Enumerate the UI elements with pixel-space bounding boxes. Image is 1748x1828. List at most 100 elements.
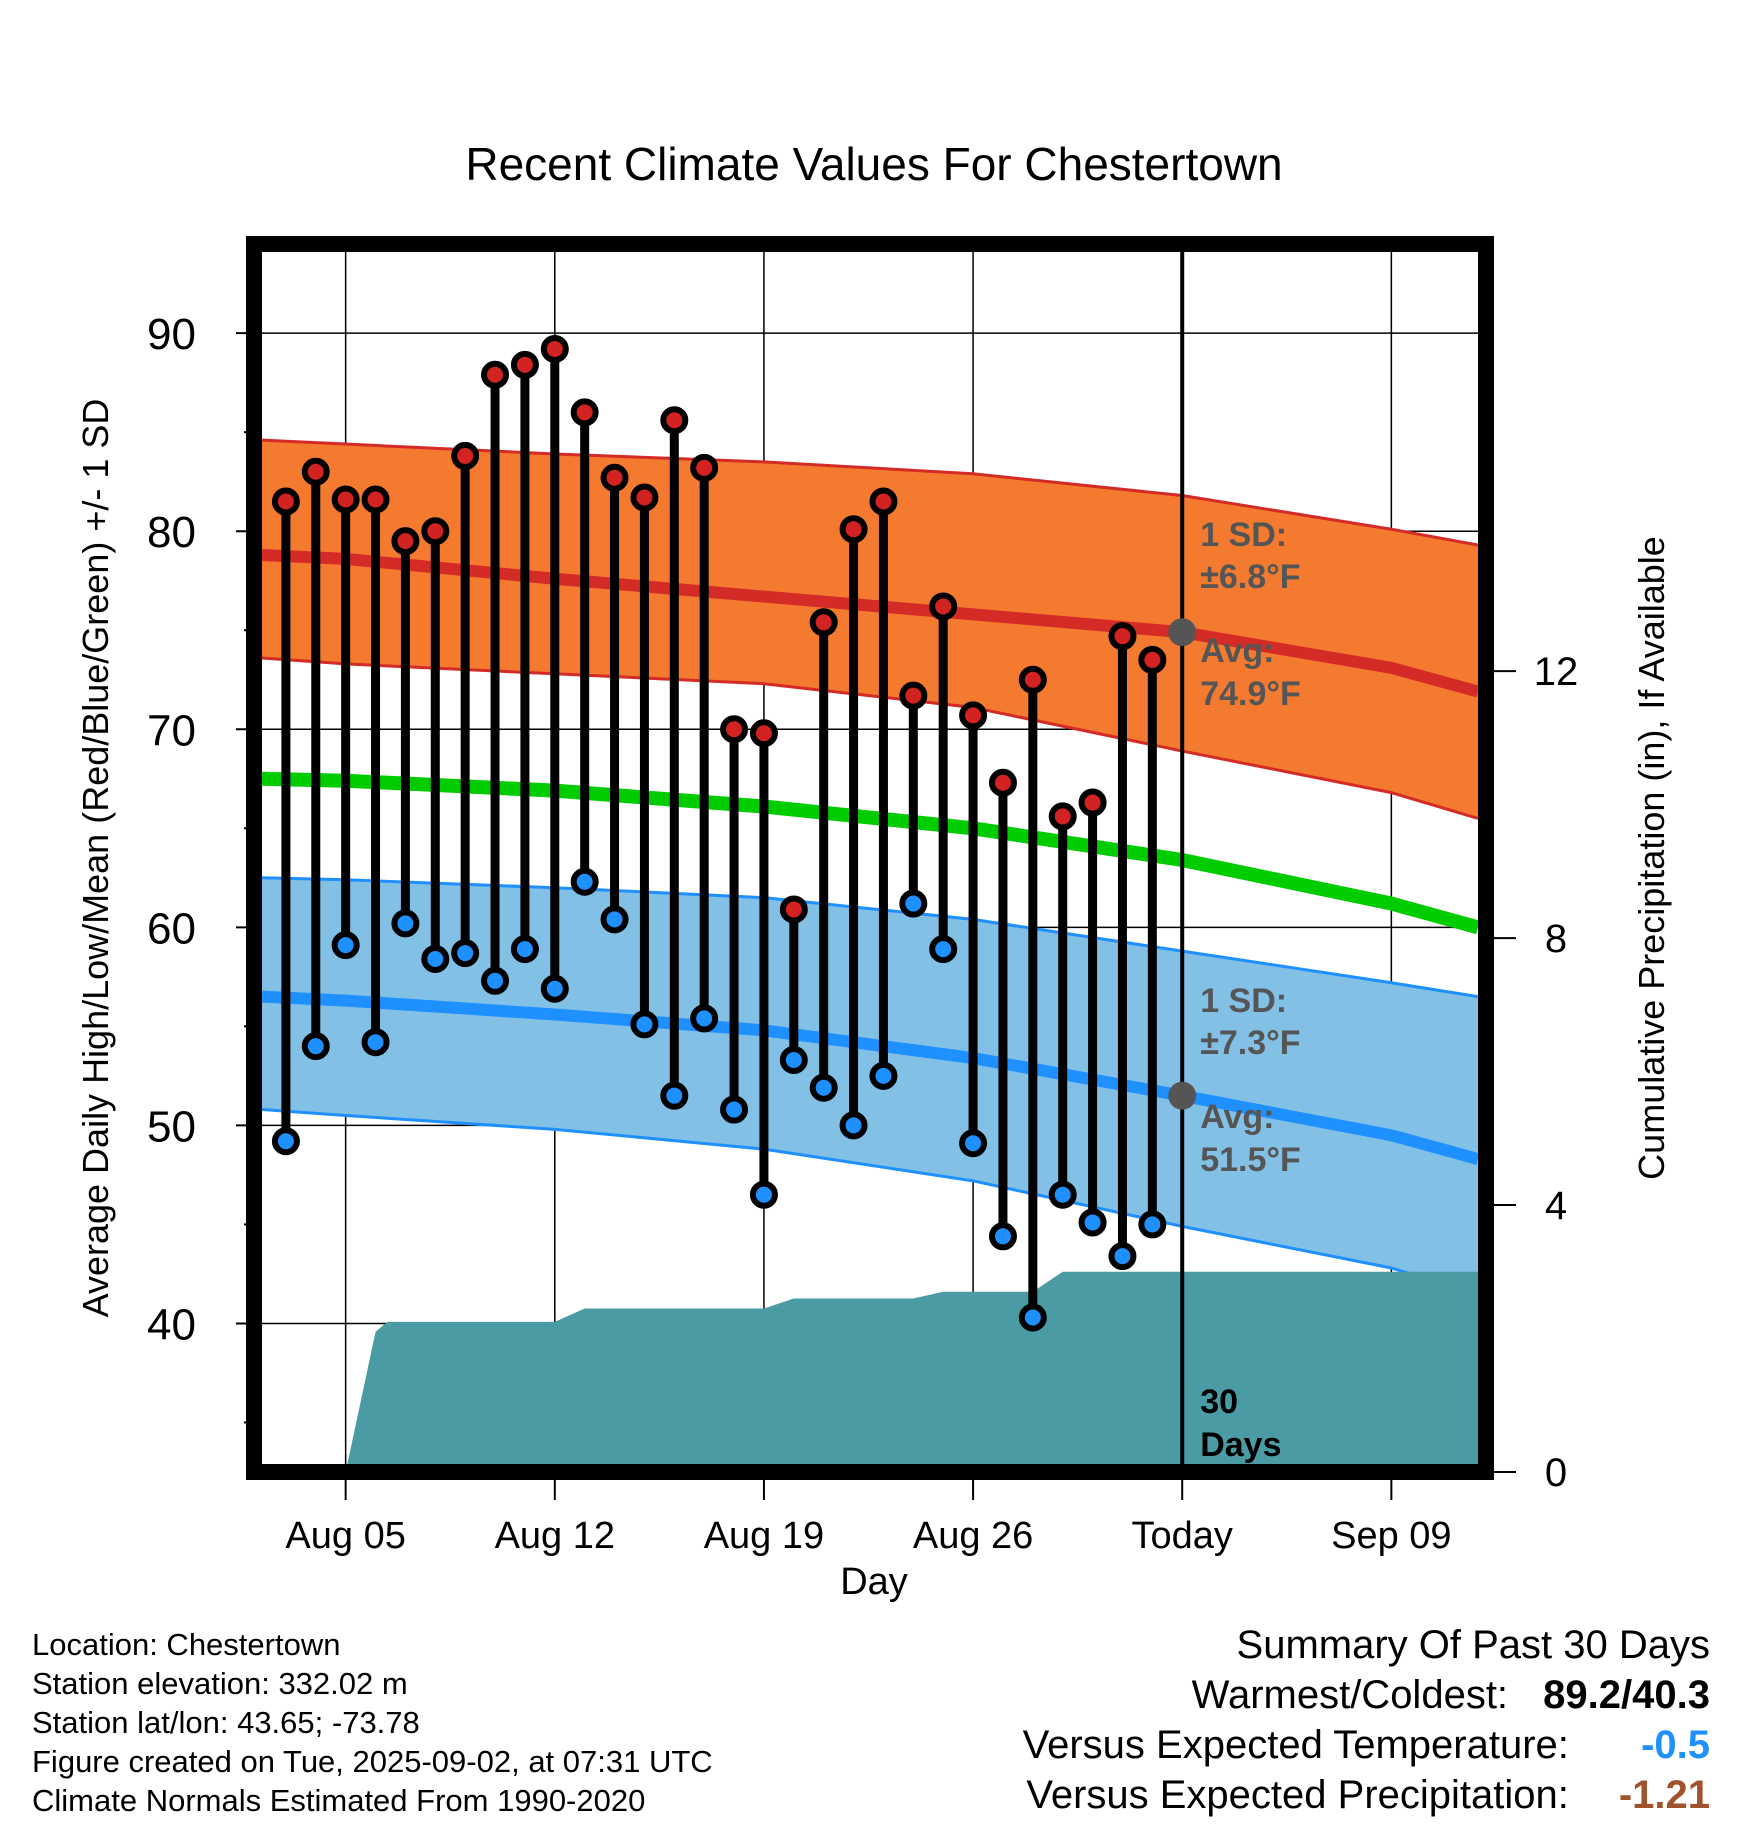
summary-panel: Summary Of Past 30 Days Warmest/Coldest:… [810,1620,1710,1820]
temp-departure-value: -0.5 [1641,1723,1710,1767]
high-avg-value: 74.9°F [1200,675,1301,713]
daily-low-point [331,931,360,960]
daily-high-point [1048,802,1077,831]
y2-axis: 0 4 8 12 [1486,650,1578,1495]
daily-high-point [421,517,450,546]
daily-low-point [630,1010,659,1039]
daily-low-point [809,1073,838,1102]
daily-high-point [451,441,480,470]
high-sd-label: 1 SD: [1200,516,1287,554]
daily-high-point [301,457,330,486]
y-tick-label: 60 [147,904,196,953]
daily-high-point [869,487,898,516]
daily-high-point [929,592,958,621]
daily-range-27 [988,768,1017,1251]
elevation-text: Station elevation: 332.02 m [32,1666,408,1701]
daily-range-8 [421,517,450,974]
daily-high-point [510,350,539,379]
daily-range-5 [331,485,360,960]
today-avg-low-marker [1168,1081,1197,1110]
daily-range-bars [271,334,1167,1332]
daily-range-7 [391,527,420,938]
high-sd-value: ±6.8°F [1200,558,1300,596]
daily-range-13 [570,398,599,896]
daily-high-point [630,483,659,512]
warmest-coldest-row: Warmest/Coldest: 89.2/40.3 [810,1670,1710,1720]
plot-frame [246,236,1494,1480]
daily-high-point [540,334,569,363]
daily-low-point [1138,1210,1167,1239]
daily-range-22 [839,515,868,1140]
x-tick-label: Aug 26 [913,1515,1033,1557]
daily-low-point [779,1046,808,1075]
daily-high-point [1018,665,1047,694]
days-count: 30 [1200,1383,1238,1421]
daily-high-point [809,608,838,637]
x-tick-label: Aug 12 [495,1515,615,1557]
warmest-coldest-value: 89.2/40.3 [1543,1673,1710,1717]
x-axis: Aug 05 Aug 12 Aug 19 Aug 26 Today Sep 09 [285,1480,1452,1557]
daily-range-24 [899,681,928,918]
daily-low-point [959,1129,988,1158]
daily-range-12 [540,334,569,1003]
daily-range-15 [630,483,659,1039]
station-info: Location: Chestertown Station elevation:… [32,1625,832,1820]
y2-tick-label: 12 [1534,650,1579,694]
daily-high-point [481,360,510,389]
daily-low-point [481,966,510,995]
daily-low-point [1108,1242,1137,1271]
daily-high-point [660,406,689,435]
low-sd-lower-edge [262,1108,1478,1296]
high-sd-band [262,440,1478,819]
daily-high-point [959,701,988,730]
y-tick-label: 70 [147,706,196,755]
high-sd-lower-edge [262,656,1478,820]
chart-title: Recent Climate Values For Chestertown [465,138,1282,190]
daily-range-21 [809,608,838,1102]
normals-text: Climate Normals Estimated From 1990-2020 [32,1783,646,1818]
daily-range-18 [720,715,749,1124]
daily-high-point [1108,622,1137,651]
daily-range-16 [660,406,689,1110]
x-tick-label: Today [1132,1515,1233,1557]
daily-range-32 [1138,645,1167,1239]
daily-low-point [988,1222,1017,1251]
daily-low-point [1018,1303,1047,1332]
plot-area: 1 SD: ±6.8°F Avg: 74.9°F 1 SD: ±7.3°F Avg: 51.5… [262,244,1478,1472]
daily-high-point [570,398,599,427]
precip-departure-value: -1.21 [1618,1773,1710,1817]
daily-high-point [988,768,1017,797]
daily-high-point [839,515,868,544]
daily-range-14 [600,463,629,934]
daily-range-28 [1018,665,1047,1332]
low-sd-upper-edge [262,876,1478,999]
daily-range-4 [301,457,330,1061]
daily-low-point [690,1004,719,1033]
temp-departure-row: Versus Expected Temperature: -0.5 [810,1720,1710,1770]
warmest-coldest-label: Warmest/Coldest: [1191,1673,1509,1717]
y-axis: 40 50 60 70 80 90 [147,310,254,1424]
daily-high-point [600,463,629,492]
daily-high-point [1138,645,1167,674]
daily-range-3 [271,487,300,1156]
daily-high-point [331,485,360,514]
avg-low-line [262,990,1478,1165]
latlon-text: Station lat/lon: 43.65; -73.78 [32,1705,420,1740]
daily-range-19 [749,719,778,1209]
daily-low-point [361,1028,390,1057]
daily-low-point [839,1111,868,1140]
daily-low-point [749,1180,778,1209]
annotations: 1 SD: ±6.8°F Avg: 74.9°F 1 SD: ±7.3°F Avg: 51.5… [1200,516,1301,1464]
y-tick-label: 80 [147,508,196,557]
daily-low-point [869,1061,898,1090]
daily-low-point [1048,1180,1077,1209]
daily-high-point [271,487,300,516]
y-tick-label: 40 [147,1300,196,1349]
x-tick-label: Aug 05 [285,1515,405,1557]
daily-range-20 [779,895,808,1075]
temp-departure-label: Versus Expected Temperature: [1022,1723,1569,1767]
low-avg-value: 51.5°F [1200,1141,1301,1179]
precipitation-area [345,1271,1478,1472]
daily-low-point [600,905,629,934]
daily-range-9 [451,441,480,968]
